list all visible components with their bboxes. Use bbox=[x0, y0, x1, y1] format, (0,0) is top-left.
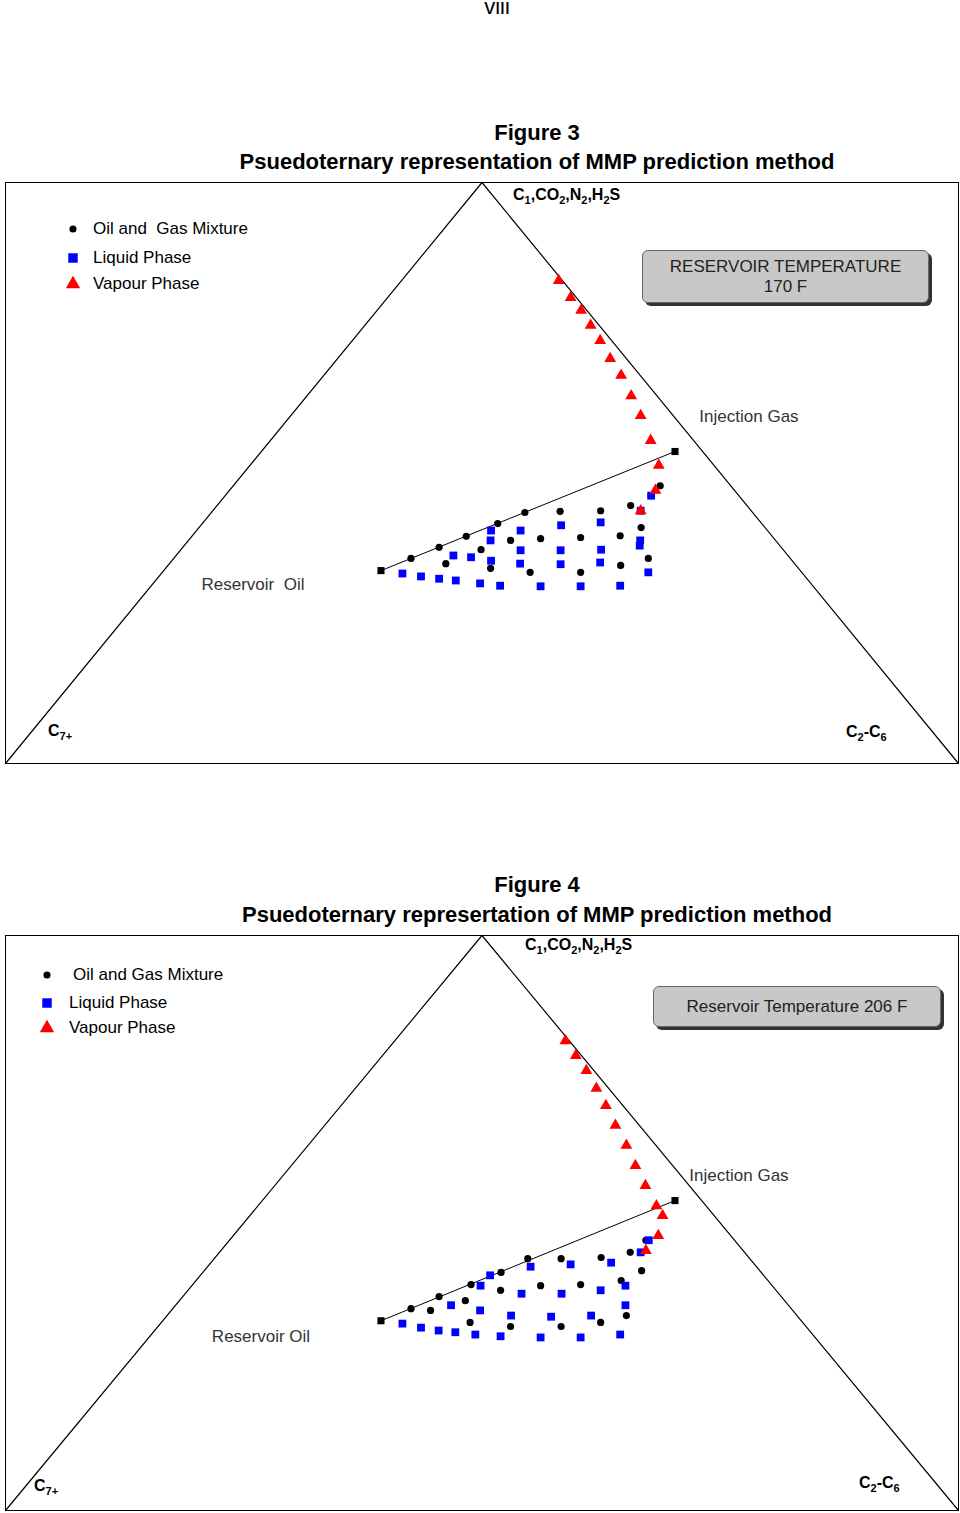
html-text:RESERVOIR TEMPERATURE: RESERVOIR TEMPERATURE bbox=[669, 256, 902, 276]
html-text:Oil and Gas Mixture: Oil and Gas Mixture bbox=[73, 965, 224, 984]
svg-text:Injection Gas: Injection Gas bbox=[689, 1166, 788, 1185]
html-text:C2-C6: C2-C6 bbox=[846, 723, 887, 744]
html-text:Liquid Phase: Liquid Phase bbox=[93, 248, 192, 267]
svg-text:Reservoir Oil: Reservoir Oil bbox=[212, 1327, 310, 1346]
html-text:Vapour Phase: Vapour Phase bbox=[69, 1018, 176, 1037]
html-text:C7+: C7+ bbox=[34, 1477, 59, 1498]
svg-text:Injection Gas: Injection Gas bbox=[699, 407, 798, 426]
html-text:Psuedoternary representation o: Psuedoternary representation of MMP pred… bbox=[239, 149, 835, 174]
html-text:C1,CO2,N2,H2S: C1,CO2,N2,H2S bbox=[513, 186, 621, 207]
html-text:Figure 4: Figure 4 bbox=[494, 872, 580, 897]
html-text:Liquid Phase: Liquid Phase bbox=[69, 993, 168, 1012]
html-text:Figure 3: Figure 3 bbox=[494, 120, 580, 145]
svg-text:Reservoir Oil: Reservoir Oil bbox=[201, 575, 304, 594]
html-text:Oil and Gas Mixture: Oil and Gas Mixture bbox=[93, 219, 248, 238]
html-text:Vapour Phase: Vapour Phase bbox=[93, 274, 200, 293]
html-text:C2-C6: C2-C6 bbox=[859, 1474, 900, 1495]
html-text:170 F: 170 F bbox=[763, 276, 808, 296]
html-text:Reservoir Temperature 206 F: Reservoir Temperature 206 F bbox=[686, 996, 908, 1016]
html-text:Psuedoternary represertation o: Psuedoternary represertation of MMP pred… bbox=[242, 902, 832, 927]
html-text:C1,CO2,N2,H2S: C1,CO2,N2,H2S bbox=[525, 936, 633, 957]
html-text:C7+: C7+ bbox=[48, 722, 73, 743]
